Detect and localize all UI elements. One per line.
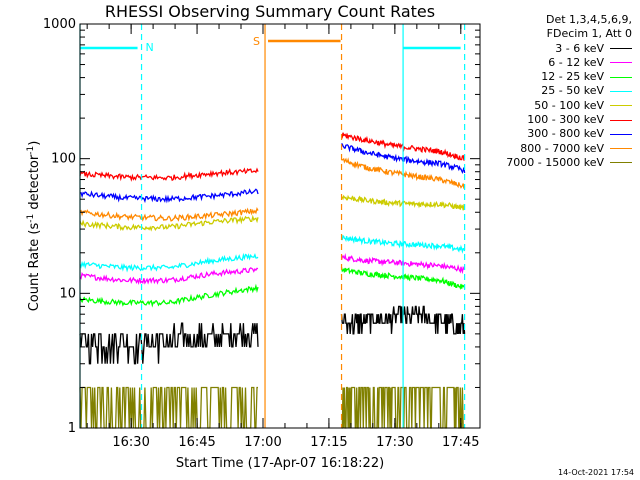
y-axis-label: Count Rate (s-1 detector-1) <box>26 141 42 312</box>
series-line-1 <box>79 283 259 308</box>
legend-header-detectors: Det 1,3,4,5,6,9, <box>545 13 632 26</box>
legend-swatch <box>610 76 632 78</box>
legend-entry-label: 3 - 6 keV <box>555 41 604 55</box>
legend-entry: 800 - 7000 keV <box>506 142 632 156</box>
legend-swatch <box>610 148 632 150</box>
legend-entry: 7000 - 15000 keV <box>506 156 632 170</box>
series-3-6kev <box>79 305 466 365</box>
y-tick-label: 1 <box>68 421 76 436</box>
legend-entry: 100 - 300 keV <box>506 113 632 127</box>
series-50-100kev <box>79 194 466 232</box>
y-tick-label: 10 <box>59 286 76 301</box>
series-line-1 <box>79 188 259 204</box>
x-tick-label: 17:00 <box>244 435 281 450</box>
legend-entry: 50 - 100 keV <box>506 99 632 113</box>
series-line-1 <box>79 214 259 232</box>
legend-swatch <box>610 133 632 135</box>
chart-legend: Det 1,3,4,5,6,9, FDecim 1, Att 0 3 - 6 k… <box>506 13 632 170</box>
legend-header-decimation: FDecim 1, Att 0 <box>546 27 632 41</box>
generation-timestamp: 14-Oct-2021 17:54 <box>558 468 634 477</box>
x-tick-label: 17:30 <box>376 435 413 450</box>
legend-entry-label: 100 - 300 keV <box>527 113 604 127</box>
y-axis-label-mid: detector <box>27 154 42 214</box>
series-line-1 <box>79 322 259 365</box>
legend-swatch <box>610 105 632 107</box>
legend-swatch <box>610 48 632 50</box>
y-axis-label-sup2: -1 <box>26 146 36 155</box>
legend-entry: 6 - 12 keV <box>506 56 632 70</box>
night-flag-label: N <box>146 41 154 54</box>
y-axis-label-sup1: -1 <box>26 214 36 223</box>
legend-swatch <box>610 62 632 64</box>
series-12-25kev <box>79 267 466 308</box>
legend-entry-label: 300 - 800 keV <box>527 127 604 141</box>
y-tick-label: 1000 <box>43 17 76 32</box>
legend-entry-label: 800 - 7000 keV <box>520 141 604 155</box>
x-tick-label: 17:45 <box>442 435 479 450</box>
series-800-7000kev <box>79 157 466 222</box>
plot-frame <box>79 23 481 429</box>
y-axis-label-text: Count Rate (s <box>27 223 42 312</box>
legend-entry: 12 - 25 keV <box>506 70 632 84</box>
legend-entry-label: 50 - 100 keV <box>534 98 604 112</box>
legend-entry: 300 - 800 keV <box>506 127 632 141</box>
legend-swatch <box>610 162 632 164</box>
legend-entry-label: 6 - 12 keV <box>548 55 604 69</box>
y-axis-label-end: ) <box>27 141 42 146</box>
saa-flag-label: S <box>253 35 260 48</box>
x-tick-label: 16:30 <box>112 435 149 450</box>
legend-swatch <box>610 90 632 92</box>
x-tick-label: 16:45 <box>178 435 215 450</box>
legend-swatch <box>610 119 632 121</box>
chart-title: RHESSI Observing Summary Count Rates <box>104 2 436 21</box>
series-line-1 <box>79 206 259 222</box>
series-100-300kev <box>79 132 465 182</box>
series-7000-15000kev <box>79 386 465 429</box>
series-line-1 <box>79 386 258 429</box>
legend-entry-label: 12 - 25 keV <box>541 70 604 84</box>
legend-entry: 25 - 50 keV <box>506 84 632 98</box>
legend-entry: 3 - 6 keV <box>506 42 632 56</box>
series-300-800kev <box>79 142 466 204</box>
legend-entry-label: 25 - 50 keV <box>541 84 604 98</box>
y-tick-label: 100 <box>51 152 76 167</box>
series-line-1 <box>79 167 259 182</box>
series-25-50kev <box>79 234 466 273</box>
series-line-1 <box>79 252 259 273</box>
legend-entry-label: 7000 - 15000 keV <box>506 155 604 169</box>
series-line-1 <box>79 267 259 286</box>
x-tick-label: 17:15 <box>310 435 347 450</box>
x-axis-label: Start Time (17-Apr-07 16:18:22) <box>176 456 384 471</box>
